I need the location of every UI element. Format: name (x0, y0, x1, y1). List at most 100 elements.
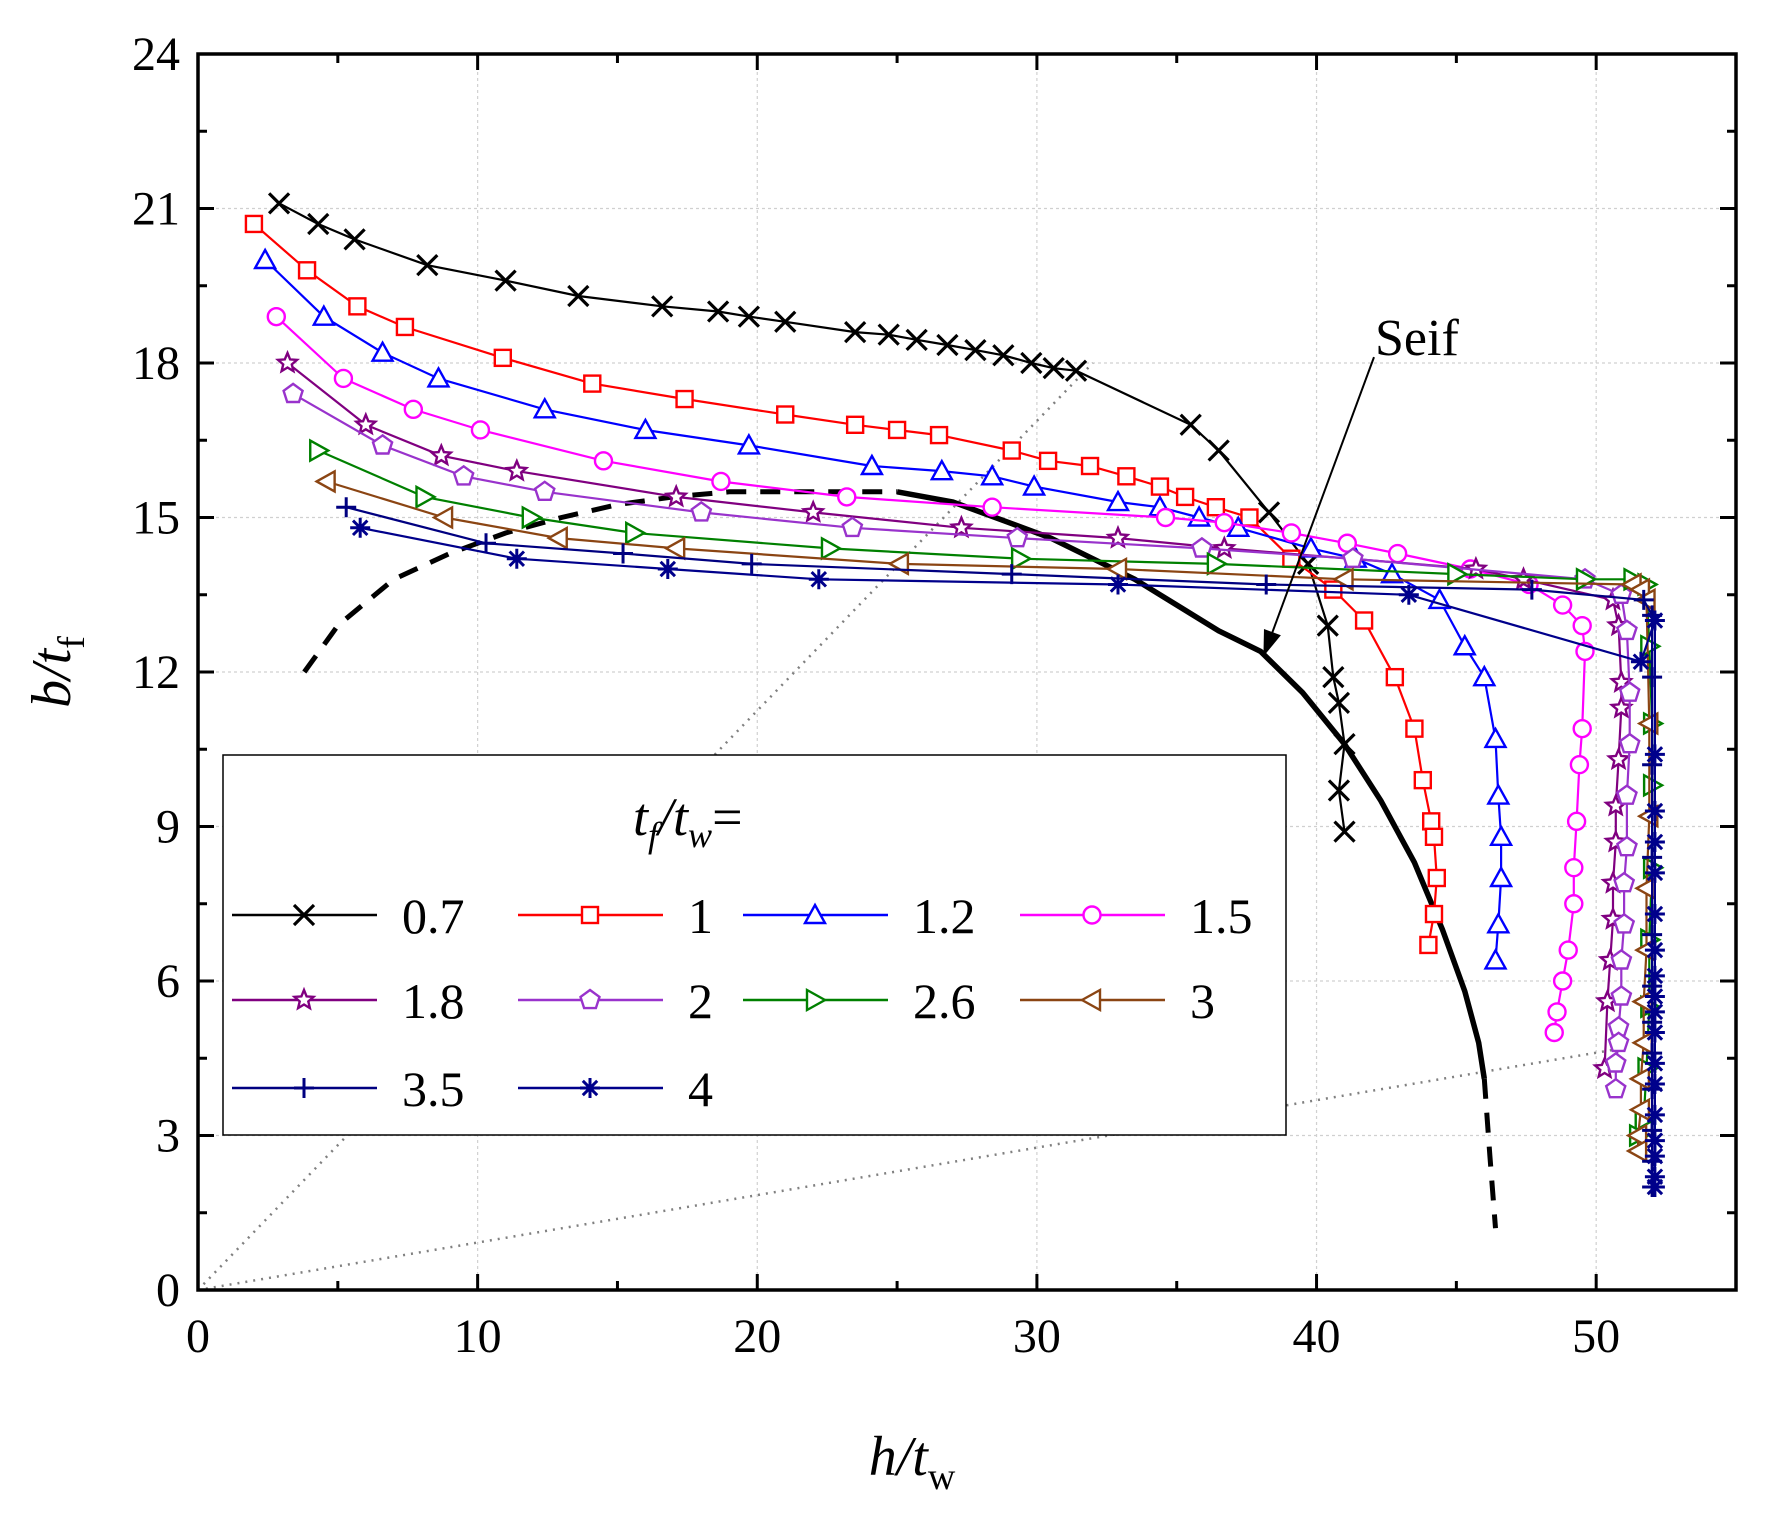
data-point (1630, 651, 1651, 672)
data-point (494, 269, 517, 292)
data-point (336, 497, 357, 518)
data-point (1552, 971, 1573, 991)
data-point (1644, 986, 1665, 1007)
data-point (633, 417, 658, 440)
data-point (343, 228, 366, 251)
data-point (776, 405, 795, 424)
data-point (1380, 561, 1405, 584)
legend-label: 1.2 (913, 888, 976, 944)
data-point (395, 317, 415, 337)
annotation-arrow-head (1263, 629, 1281, 657)
legend-item-4: 4 (518, 1061, 713, 1117)
data-point (711, 471, 731, 492)
data-point (1644, 744, 1665, 765)
data-point (1427, 868, 1446, 888)
data-point (1385, 667, 1405, 687)
data-point (1604, 1077, 1627, 1099)
data-point (253, 247, 278, 270)
data-point (1354, 611, 1374, 630)
data-point (1607, 1031, 1630, 1053)
data-point (1387, 543, 1408, 564)
data-point (1214, 512, 1234, 533)
data-point (1566, 811, 1587, 832)
data-point (266, 306, 286, 327)
data-point (1613, 912, 1636, 934)
series-1 (244, 214, 1446, 955)
data-point (948, 514, 974, 539)
y-tick-label: 0 (156, 1264, 180, 1317)
data-point (663, 483, 689, 508)
data-point (1398, 584, 1419, 605)
legend-marker (580, 1078, 600, 1098)
data-point (309, 438, 331, 463)
data-point (657, 559, 678, 579)
series-1.5 (266, 306, 1595, 1043)
series-4 (350, 517, 1665, 1197)
dotted-reference-line (198, 362, 1094, 1290)
data-point (244, 214, 264, 234)
annotation-label: Seif (1375, 310, 1459, 367)
data-point (533, 480, 556, 501)
data-point (1572, 615, 1592, 636)
data-point (1333, 820, 1356, 843)
x-tick-label: 0 (186, 1310, 210, 1363)
data-point (1644, 965, 1665, 986)
data-point (504, 457, 530, 482)
data-point (1613, 871, 1636, 893)
legend-label: 0.7 (402, 888, 465, 944)
data-point (1006, 526, 1029, 548)
legend-item-3: 3 (1020, 973, 1215, 1029)
data-point (651, 295, 674, 318)
data-point (1405, 719, 1424, 738)
y-tick-label: 21 (132, 183, 180, 236)
data-point (370, 340, 395, 362)
data-point (307, 212, 330, 236)
data-point (1472, 664, 1497, 687)
y-tick-label: 6 (156, 955, 180, 1008)
legend-marker (294, 1078, 314, 1098)
axes (196, 52, 1738, 1292)
data-point (333, 368, 354, 389)
legend-marker (292, 903, 316, 927)
legend-marker (1082, 905, 1102, 925)
data-point (1080, 456, 1100, 476)
legend-marker (580, 905, 600, 925)
legend-marker (805, 987, 828, 1013)
data-point (1618, 732, 1641, 754)
data-point (1564, 858, 1584, 878)
data-point (1644, 1146, 1665, 1167)
y-tick-label: 24 (132, 28, 180, 81)
data-point (1333, 732, 1356, 756)
data-point (1341, 547, 1364, 568)
x-tick-label: 40 (1293, 1310, 1341, 1363)
series-0.7 (267, 192, 1356, 843)
data-point (837, 487, 857, 507)
data-point (1256, 574, 1277, 595)
data-point (1211, 535, 1237, 560)
legend: tf/tw= 0.7 1 1.2 1.5 1.8 2 2.6 3 3.5 4 (222, 754, 1287, 1136)
data-point (1257, 501, 1281, 524)
legend-label: 2.6 (913, 973, 976, 1029)
data-point (1644, 1130, 1665, 1151)
data-point (353, 411, 379, 436)
data-point (1604, 1051, 1627, 1073)
data-point (1564, 894, 1584, 914)
data-point (1644, 1166, 1665, 1187)
data-point (936, 333, 959, 357)
data-point (1419, 935, 1438, 955)
data-point (1642, 924, 1663, 945)
x-axis-title: h/tw (869, 1426, 956, 1498)
data-point (311, 304, 336, 326)
data-point (741, 553, 762, 574)
data-point (844, 320, 867, 344)
data-point (470, 420, 491, 440)
legend-box (222, 754, 1287, 1136)
data-point (1117, 467, 1136, 486)
data-point (1618, 681, 1641, 702)
data-point (905, 328, 928, 351)
reference-dotted-lines (198, 362, 1625, 1290)
data-point (1421, 812, 1441, 831)
data-point (521, 505, 544, 530)
data-point (1463, 555, 1489, 580)
data-point (625, 520, 647, 545)
